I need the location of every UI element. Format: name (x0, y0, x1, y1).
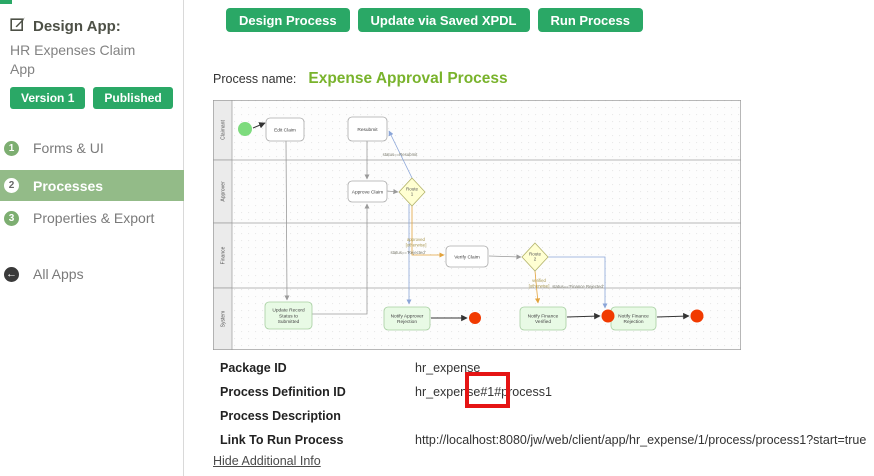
svg-text:Notify Finance: Notify Finance (618, 314, 649, 320)
hide-additional-info-link[interactable]: Hide Additional Info (213, 454, 321, 468)
svg-text:Verified: Verified (535, 319, 551, 325)
step-3-circle: 3 (4, 210, 19, 226)
svg-text:Status to: Status to (279, 313, 298, 319)
info-label: Process Description (220, 409, 341, 423)
process-diagram: Claimant Approver Finance System status==Res… (212, 99, 741, 351)
process-diagram-svg: Claimant Approver Finance System status==Res… (212, 99, 741, 351)
svg-text:Approver: Approver (220, 181, 226, 202)
process-name-value: Expense Approval Process (308, 70, 508, 87)
svg-text:Notify Finance: Notify Finance (528, 314, 559, 320)
svg-text:approved: approved (407, 237, 426, 242)
sidebar-title: Design App: (33, 17, 121, 35)
svg-text:status==Resubmit: status==Resubmit (383, 152, 418, 157)
svg-text:Route: Route (406, 187, 419, 192)
sidebar-item-all-apps[interactable]: ← All Apps (0, 259, 184, 289)
info-label: Process Definition ID (220, 385, 346, 399)
sidebar-header: Design App: (10, 16, 121, 36)
top-left-green-sliver (0, 0, 12, 4)
svg-text:verified: verified (532, 278, 546, 283)
svg-text:System: System (220, 311, 226, 328)
badge-row: Version 1 Published (10, 87, 173, 109)
svg-text:Rejection: Rejection (397, 319, 417, 325)
version-badge: Version 1 (10, 87, 86, 109)
svg-text:Resubmit: Resubmit (357, 127, 378, 133)
svg-text:Update Record: Update Record (272, 308, 305, 314)
info-row-link-to-run: Link To Run Process http://localhost:808… (220, 428, 866, 452)
svg-text:status=='Rejected': status=='Rejected' (390, 250, 425, 255)
process-definition-id-value: hr_expense#1#process1 (415, 385, 552, 399)
additional-info: Package ID hr_expense Process Definition… (220, 356, 866, 452)
app-name: HR Expenses Claim App (10, 42, 136, 77)
svg-text:Submitted: Submitted (278, 319, 300, 325)
svg-text:1: 1 (411, 192, 414, 197)
info-label: Package ID (220, 361, 287, 375)
svg-text:[otherwise]: [otherwise] (529, 283, 550, 288)
published-badge: Published (93, 87, 173, 109)
design-process-button[interactable]: Design Process (226, 8, 350, 32)
svg-text:Claimant: Claimant (220, 120, 226, 140)
info-label: Link To Run Process (220, 433, 344, 447)
run-process-url: http://localhost:8080/jw/web/client/app/… (415, 433, 867, 447)
svg-text:2: 2 (534, 257, 537, 262)
circle-back-arrow-icon: ← (4, 266, 19, 282)
red-highlight-box (465, 372, 510, 408)
svg-text:Notify Approver: Notify Approver (391, 314, 424, 320)
sidebar-item-label: Processes (33, 177, 104, 194)
svg-text:Approve Claim: Approve Claim (352, 189, 383, 195)
sidebar: Design App: HR Expenses Claim App Versio… (0, 0, 184, 476)
pencil-square-icon (10, 16, 26, 36)
info-row-process-definition-id: Process Definition ID hr_expense#1#proce… (220, 380, 866, 404)
info-row-process-description: Process Description (220, 404, 866, 428)
svg-text:Verify Claim: Verify Claim (454, 254, 480, 260)
sidebar-item-properties-export[interactable]: 3 Properties & Export (0, 203, 184, 233)
package-id-value: hr_expense (415, 361, 481, 375)
sidebar-item-forms-ui[interactable]: 1 Forms & UI (0, 133, 184, 163)
process-name-row: Process name: Expense Approval Process (213, 70, 508, 88)
step-1-circle: 1 (4, 140, 19, 156)
info-row-package-id: Package ID hr_expense (220, 356, 866, 380)
process-toolbar: Design Process Update via Saved XPDL Run… (226, 8, 643, 32)
process-name-label: Process name: (213, 72, 297, 86)
sidebar-item-label: Forms & UI (33, 140, 104, 156)
svg-text:Rejection: Rejection (624, 319, 644, 325)
update-xpdl-button[interactable]: Update via Saved XPDL (357, 8, 530, 32)
run-process-button[interactable]: Run Process (537, 8, 643, 32)
step-2-circle: 2 (4, 178, 19, 193)
svg-text:Edit Claim: Edit Claim (274, 127, 296, 133)
svg-text:Finance: Finance (220, 246, 226, 264)
all-apps-label: All Apps (33, 266, 84, 282)
sidebar-item-label: Properties & Export (33, 210, 155, 226)
svg-text:status=='Finance Rejected': status=='Finance Rejected' (552, 284, 604, 289)
svg-text:[otherwise]: [otherwise] (406, 242, 427, 247)
sidebar-item-processes[interactable]: 2 Processes (0, 170, 184, 201)
svg-text:Route: Route (529, 252, 542, 257)
